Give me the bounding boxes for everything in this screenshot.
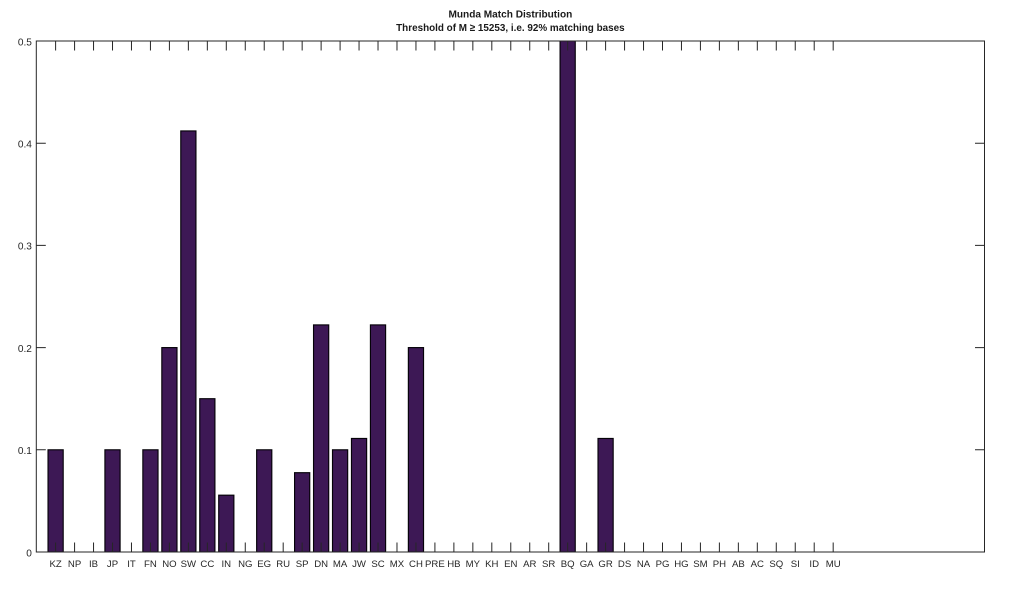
svg-text:MX: MX: [390, 559, 405, 570]
svg-text:ID: ID: [809, 559, 819, 570]
svg-text:PG: PG: [656, 559, 670, 570]
svg-text:AC: AC: [751, 559, 764, 570]
svg-text:0.4: 0.4: [18, 140, 32, 151]
svg-text:HG: HG: [674, 559, 688, 570]
svg-text:SQ: SQ: [769, 559, 783, 570]
svg-text:IN: IN: [222, 559, 232, 570]
svg-text:PH: PH: [713, 559, 726, 570]
svg-text:Munda Match Distribution: Munda Match Distribution: [449, 9, 573, 21]
svg-text:DS: DS: [618, 559, 631, 570]
svg-text:IB: IB: [89, 559, 98, 570]
svg-text:MU: MU: [826, 559, 841, 570]
svg-text:CH: CH: [409, 559, 423, 570]
svg-text:NG: NG: [238, 559, 252, 570]
svg-text:JW: JW: [352, 559, 367, 570]
svg-text:EN: EN: [504, 559, 517, 570]
svg-text:NA: NA: [637, 559, 651, 570]
svg-text:Threshold of M ≥ 15253, i.e. 9: Threshold of M ≥ 15253, i.e. 92% matchin…: [396, 22, 625, 34]
svg-text:MY: MY: [466, 559, 481, 570]
svg-text:0: 0: [26, 548, 32, 559]
svg-text:KZ: KZ: [49, 559, 61, 570]
svg-text:SR: SR: [542, 559, 555, 570]
svg-text:GR: GR: [598, 559, 612, 570]
svg-text:DN: DN: [314, 559, 328, 570]
svg-text:PRE: PRE: [425, 559, 445, 570]
svg-text:SM: SM: [693, 559, 707, 570]
svg-text:FN: FN: [144, 559, 157, 570]
svg-text:SI: SI: [791, 559, 800, 570]
svg-text:HB: HB: [447, 559, 460, 570]
svg-text:IT: IT: [127, 559, 136, 570]
svg-text:GA: GA: [580, 559, 594, 570]
svg-text:RU: RU: [276, 559, 290, 570]
svg-text:EG: EG: [257, 559, 271, 570]
svg-text:0.5: 0.5: [18, 37, 32, 48]
svg-text:SW: SW: [181, 559, 197, 570]
svg-text:MA: MA: [333, 559, 348, 570]
svg-text:CC: CC: [200, 559, 214, 570]
svg-text:SC: SC: [371, 559, 384, 570]
svg-text:JP: JP: [107, 559, 118, 570]
svg-text:KH: KH: [485, 559, 498, 570]
svg-text:AR: AR: [523, 559, 536, 570]
svg-text:AB: AB: [732, 559, 745, 570]
svg-text:NP: NP: [68, 559, 81, 570]
svg-text:0.1: 0.1: [18, 446, 32, 457]
svg-text:BQ: BQ: [561, 559, 575, 570]
svg-text:0.3: 0.3: [18, 242, 32, 253]
svg-text:SP: SP: [296, 559, 309, 570]
svg-text:NO: NO: [162, 559, 176, 570]
svg-text:0.2: 0.2: [18, 344, 32, 355]
